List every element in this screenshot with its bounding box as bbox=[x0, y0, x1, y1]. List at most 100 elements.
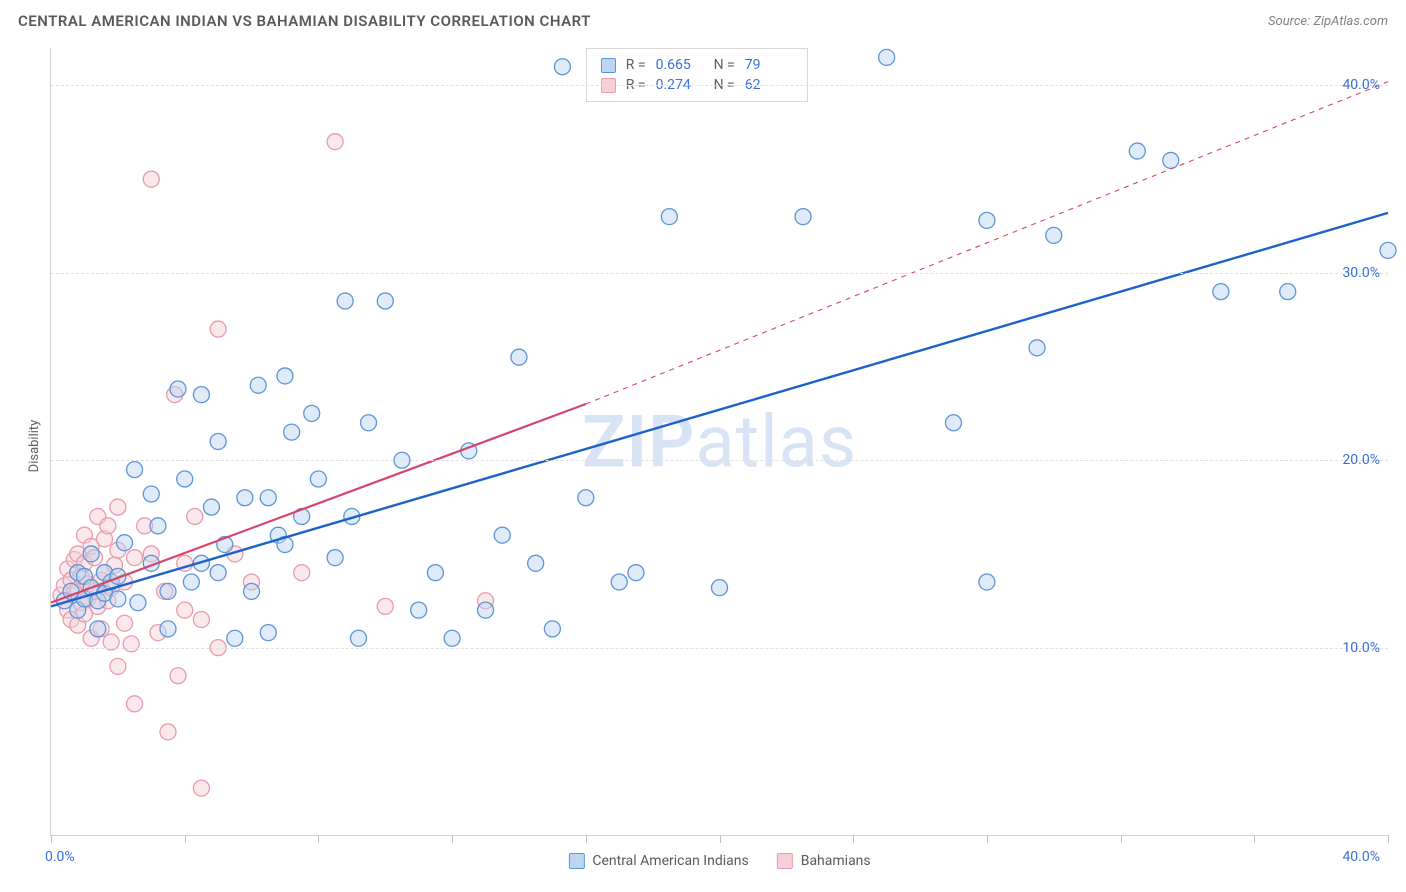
data-point bbox=[110, 658, 126, 674]
data-point bbox=[210, 565, 226, 581]
y-tick-label: 20.0% bbox=[1342, 452, 1380, 468]
data-point bbox=[628, 565, 644, 581]
x-axis-max-label: 40.0% bbox=[1342, 849, 1380, 865]
x-tick bbox=[586, 835, 587, 843]
legend-label: Bahamians bbox=[801, 853, 871, 869]
data-point bbox=[494, 527, 510, 543]
data-point bbox=[351, 630, 367, 646]
data-point bbox=[879, 49, 895, 65]
data-point bbox=[203, 499, 219, 515]
trend-line bbox=[51, 404, 586, 603]
data-point bbox=[127, 696, 143, 712]
data-point bbox=[260, 625, 276, 641]
data-point bbox=[1046, 227, 1062, 243]
x-tick bbox=[1121, 835, 1122, 843]
data-point bbox=[244, 583, 260, 599]
data-point bbox=[712, 580, 728, 596]
data-point bbox=[327, 550, 343, 566]
x-tick bbox=[1388, 835, 1389, 843]
data-point bbox=[1163, 152, 1179, 168]
stats-row: R = 0.665 N = 79 bbox=[601, 55, 793, 75]
x-tick bbox=[318, 835, 319, 843]
data-point bbox=[444, 630, 460, 646]
source-name: ZipAtlas.com bbox=[1313, 14, 1388, 29]
data-point bbox=[1213, 284, 1229, 300]
series-swatch bbox=[601, 58, 616, 73]
gridline-h bbox=[51, 85, 1388, 86]
data-point bbox=[361, 415, 377, 431]
data-point bbox=[117, 535, 133, 551]
data-point bbox=[411, 602, 427, 618]
data-point bbox=[130, 595, 146, 611]
y-tick-label: 10.0% bbox=[1342, 640, 1380, 656]
data-point bbox=[377, 598, 393, 614]
data-point bbox=[193, 612, 209, 628]
data-point bbox=[187, 508, 203, 524]
y-axis-label: Disability bbox=[27, 420, 42, 473]
x-tick bbox=[1254, 835, 1255, 843]
data-point bbox=[143, 171, 159, 187]
legend-item: Bahamians bbox=[777, 853, 871, 869]
x-tick bbox=[185, 835, 186, 843]
gridline-h bbox=[51, 273, 1388, 274]
data-point bbox=[110, 499, 126, 515]
data-point bbox=[193, 780, 209, 796]
data-point bbox=[945, 415, 961, 431]
data-point bbox=[83, 546, 99, 562]
correlation-stats-box: R = 0.665 N = 79 R = 0.274 N = 62 bbox=[586, 48, 808, 102]
data-point bbox=[110, 591, 126, 607]
r-value: 0.665 bbox=[656, 57, 704, 73]
data-point bbox=[979, 574, 995, 590]
data-point bbox=[210, 434, 226, 450]
legend-label: Central American Indians bbox=[592, 853, 748, 869]
gridline-h bbox=[51, 648, 1388, 649]
r-label: R = bbox=[626, 57, 646, 73]
data-point bbox=[210, 321, 226, 337]
data-point bbox=[160, 621, 176, 637]
legend-swatch bbox=[777, 853, 793, 869]
data-point bbox=[1380, 242, 1396, 258]
data-point bbox=[100, 518, 116, 534]
data-point bbox=[227, 630, 243, 646]
data-point bbox=[544, 621, 560, 637]
data-point bbox=[90, 621, 106, 637]
data-point bbox=[160, 724, 176, 740]
data-point bbox=[478, 602, 494, 618]
n-value: 79 bbox=[745, 57, 793, 73]
data-point bbox=[795, 209, 811, 225]
data-point bbox=[284, 424, 300, 440]
data-point bbox=[661, 209, 677, 225]
data-point bbox=[511, 349, 527, 365]
data-point bbox=[294, 565, 310, 581]
data-point bbox=[127, 462, 143, 478]
data-point bbox=[1029, 340, 1045, 356]
data-point bbox=[170, 381, 186, 397]
y-tick-label: 40.0% bbox=[1342, 77, 1380, 93]
data-point bbox=[310, 471, 326, 487]
data-point bbox=[170, 668, 186, 684]
data-point bbox=[237, 490, 253, 506]
legend-swatch bbox=[568, 853, 584, 869]
source-prefix: Source: bbox=[1268, 14, 1313, 29]
data-point bbox=[277, 368, 293, 384]
bottom-legend: Central American Indians Bahamians bbox=[568, 853, 870, 869]
data-point bbox=[578, 490, 594, 506]
data-point bbox=[177, 471, 193, 487]
data-point bbox=[160, 583, 176, 599]
data-point bbox=[1280, 284, 1296, 300]
data-point bbox=[117, 615, 133, 631]
source-attribution: Source: ZipAtlas.com bbox=[1268, 14, 1388, 29]
y-tick-label: 30.0% bbox=[1342, 265, 1380, 281]
data-point bbox=[377, 293, 393, 309]
chart-area: ZIPatlas R = 0.665 N = 79 R = 0.274 N = … bbox=[50, 48, 1388, 836]
data-point bbox=[150, 518, 166, 534]
chart-title: CENTRAL AMERICAN INDIAN VS BAHAMIAN DISA… bbox=[18, 12, 591, 30]
data-point bbox=[337, 293, 353, 309]
data-point bbox=[193, 387, 209, 403]
data-point bbox=[260, 490, 276, 506]
trend-line-extrapolated bbox=[586, 82, 1388, 404]
data-point bbox=[979, 212, 995, 228]
data-point bbox=[528, 555, 544, 571]
x-tick bbox=[987, 835, 988, 843]
data-point bbox=[177, 602, 193, 618]
